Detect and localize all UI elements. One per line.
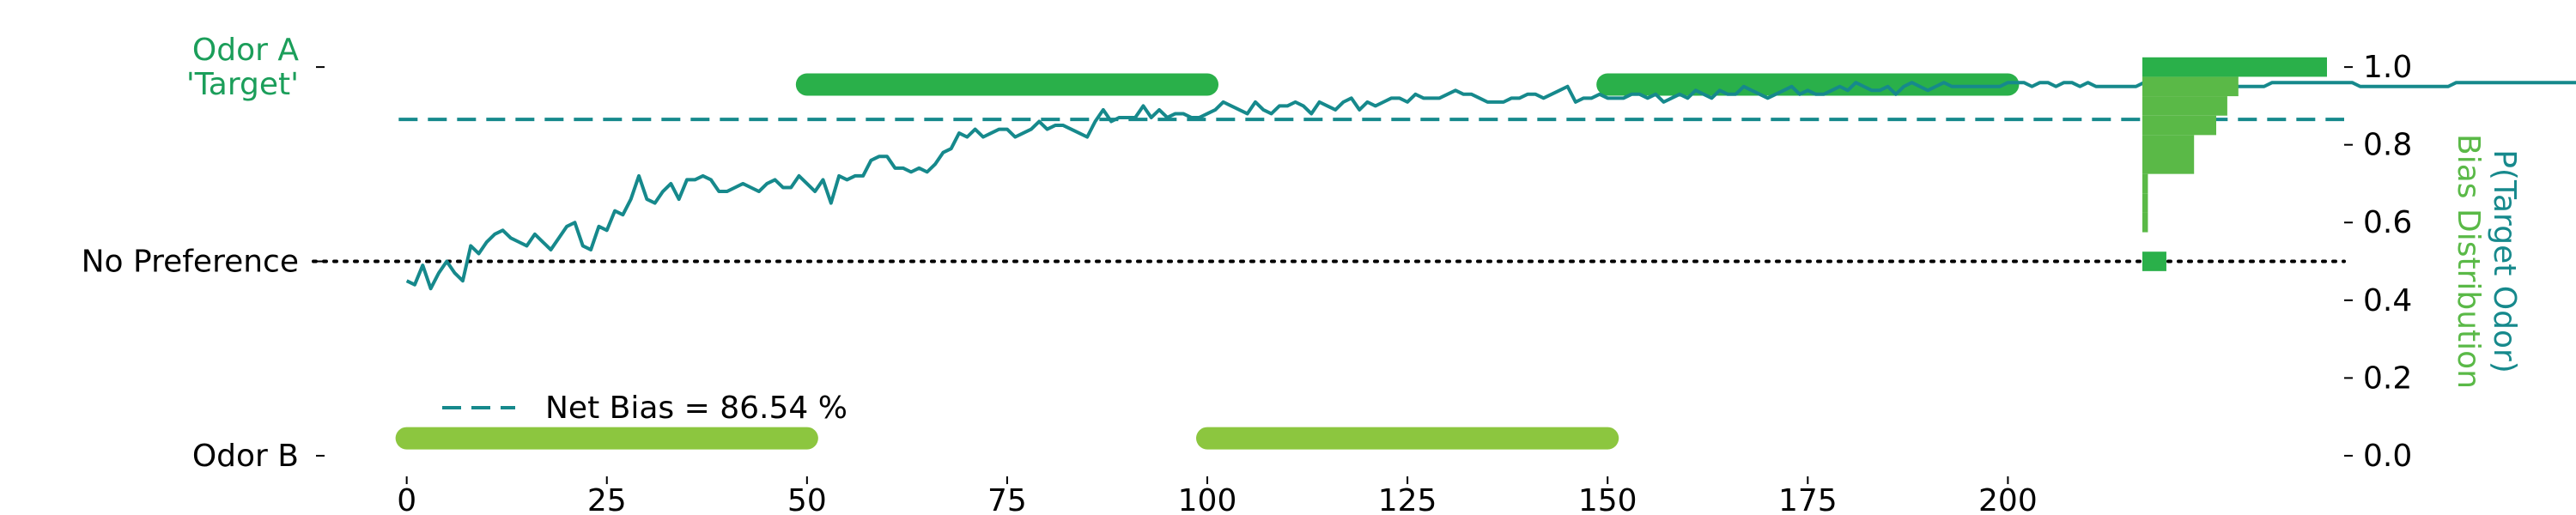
y-axis-category-labels: Odor A'Target' No Preference Odor B bbox=[82, 33, 325, 474]
series-layer bbox=[405, 81, 2576, 291]
y-category-label-1-line-2: 'Target' bbox=[186, 67, 299, 102]
x-tick-label-100: 100 bbox=[1178, 483, 1237, 515]
histogram-bar-3 bbox=[2142, 193, 2148, 213]
histogram-bar-4 bbox=[2142, 173, 2148, 194]
legend-label-1: Net Bias = 86.54 % bbox=[545, 391, 848, 426]
reference-lines bbox=[312, 118, 2346, 264]
p-target-odor-line bbox=[405, 81, 2576, 291]
x-tick-label-175: 175 bbox=[1778, 483, 1838, 515]
y-right-tick-label-0.4: 0.4 bbox=[2363, 283, 2412, 318]
y-right-tick-label-0: 0.0 bbox=[2363, 439, 2412, 474]
y-right-tick-label-0.6: 0.6 bbox=[2363, 205, 2412, 240]
histogram-bar-2 bbox=[2142, 212, 2148, 233]
x-tick-label-150: 150 bbox=[1578, 483, 1637, 515]
y-right-label-2: Bias Distribution bbox=[2451, 134, 2486, 389]
x-tick-label-25: 25 bbox=[587, 483, 627, 515]
y-axis-right: 0.0 0.2 0.4 0.6 0.8 1.0 P(Target Odor)Bias Dis… bbox=[2344, 50, 2522, 474]
histogram-bar-6 bbox=[2142, 135, 2195, 154]
y-right-tick-label-1: 1.0 bbox=[2363, 50, 2412, 85]
x-axis: 0 25 50 75 100 125 150 175 200 bbox=[397, 476, 2038, 515]
x-tick-label-0: 0 bbox=[397, 483, 416, 515]
histogram-bar-8 bbox=[2142, 96, 2227, 116]
y-right-tick-label-0.2: 0.2 bbox=[2363, 360, 2412, 396]
x-tick-label-125: 125 bbox=[1378, 483, 1437, 515]
y-right-label-1: P(Target Odor) bbox=[2487, 149, 2522, 373]
histogram-bar-10 bbox=[2142, 57, 2327, 77]
y-category-label-1-line-1: Odor A bbox=[192, 33, 299, 68]
histogram-bar-7 bbox=[2142, 115, 2216, 136]
y-category-label-2-line-1: No Preference bbox=[82, 245, 299, 280]
histogram-bar-5 bbox=[2142, 154, 2195, 174]
x-tick-label-200: 200 bbox=[1978, 483, 2038, 515]
histogram-bar-1 bbox=[2142, 251, 2166, 271]
x-tick-label-50: 50 bbox=[787, 483, 827, 515]
x-tick-label-75: 75 bbox=[987, 483, 1027, 515]
y-category-label-3-line-1: Odor B bbox=[192, 439, 299, 474]
bias-distribution-histogram bbox=[2142, 57, 2327, 271]
legend: Net Bias = 86.54 % bbox=[442, 391, 848, 426]
y-right-tick-label-0.8: 0.8 bbox=[2363, 128, 2412, 163]
histogram-bar-9 bbox=[2142, 76, 2239, 97]
